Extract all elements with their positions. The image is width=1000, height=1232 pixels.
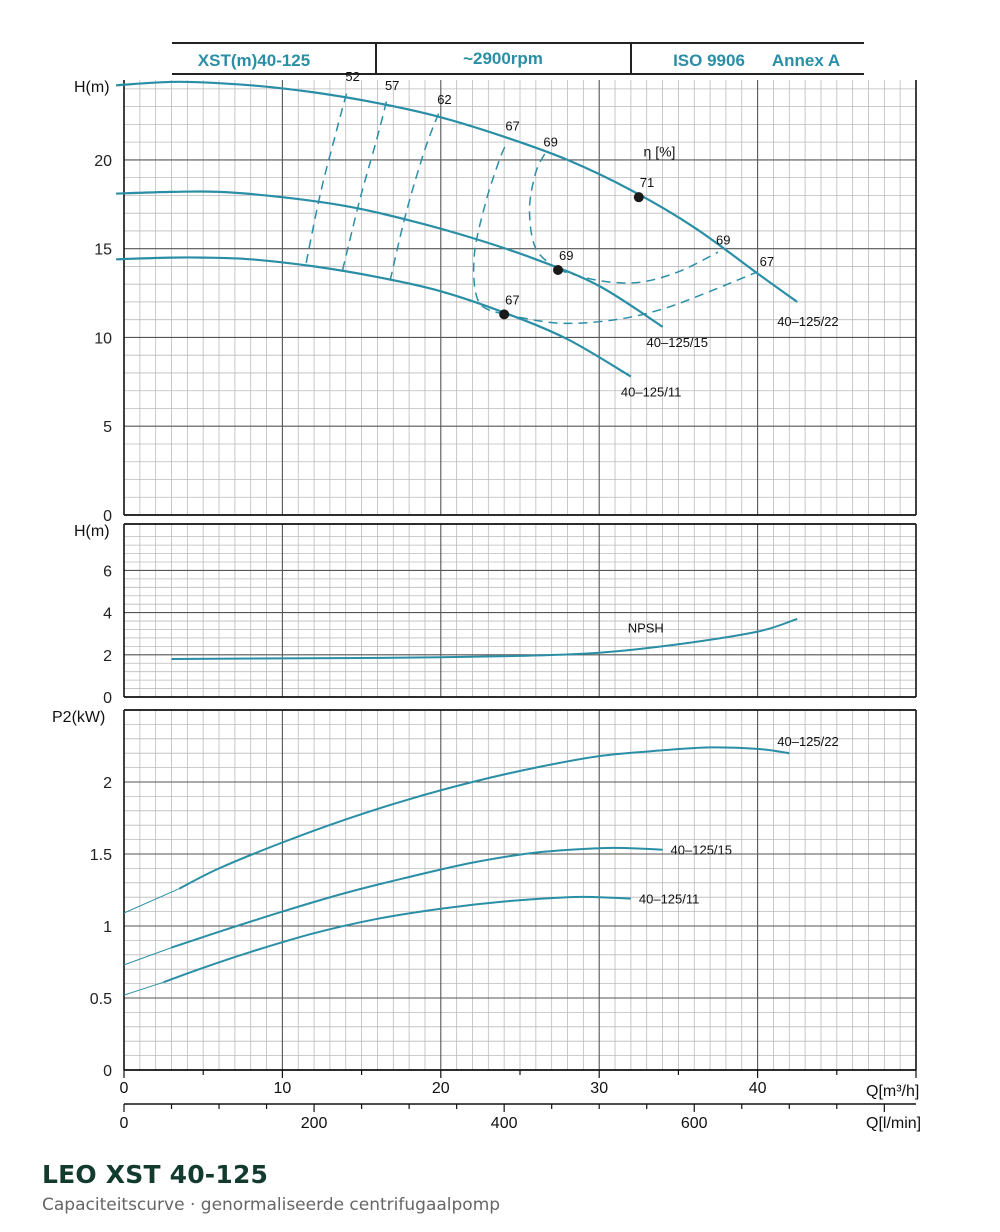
x-tick-label: 20 (432, 1080, 450, 1097)
x-axis-title: Q[m³/h] (866, 1083, 919, 1100)
bep-marker (633, 192, 644, 203)
x-tick-label: 40 (749, 1080, 767, 1097)
y-axis-title: H(m) (74, 79, 110, 96)
header-model: XST(m)40-125 (198, 51, 310, 70)
efficiency-curve-69 (528, 152, 559, 271)
head-curve-40-125-15 (116, 190, 664, 328)
npsh-label: NPSH (628, 621, 664, 636)
power-curve-extension (123, 888, 180, 914)
y-tick-label: 5 (103, 419, 112, 436)
bep-label: 67 (505, 292, 519, 307)
efficiency-curve-57 (341, 99, 388, 271)
series-label: 40–125/15 (671, 843, 732, 858)
lmin-tick-label: 0 (120, 1115, 129, 1132)
y-tick-label: 1 (103, 919, 112, 936)
efficiency-label: 52 (345, 69, 359, 84)
y-tick-label: 6 (103, 563, 112, 580)
y-tick-label: 0.5 (90, 991, 112, 1008)
efficiency-curve-67 (472, 141, 508, 316)
y-tick-label: 10 (94, 330, 112, 347)
power-curve-extension (123, 981, 164, 996)
efficiency-label: 67 (760, 254, 774, 269)
y-tick-label: 0 (103, 690, 112, 707)
power-panel: 0 0.5 1 1.5 2 P2(kW) 40–125/22 40–125/15 40–125/… (52, 709, 917, 1080)
header-annex: Annex A (772, 51, 840, 70)
head-curve-40-125-11 (116, 256, 632, 378)
bep-label: 69 (559, 248, 573, 263)
efficiency-label: 69 (543, 135, 557, 150)
lmin-tick-label: 400 (491, 1115, 518, 1132)
bep-marker (499, 309, 510, 320)
header-speed: ~2900rpm (463, 49, 543, 68)
header-table: XST(m)40-125 ~2900rpm ISO 9906 Annex A (172, 42, 864, 75)
y-tick-label: 0 (103, 508, 112, 525)
efficiency-curve-62 (389, 111, 440, 281)
efficiency-curve-69 (557, 251, 719, 284)
y-tick-label: 20 (94, 153, 112, 170)
power-curve-40-125-15 (171, 846, 663, 949)
header-standard: ISO 9906 (673, 51, 745, 70)
head-panel: 0 5 10 15 20 H(m) 40–125/22 40–125/15 40–125/11 5… (74, 69, 917, 525)
x-axis-group: 0 10 20 30 40 Q[m³/h] 0 200 400 600 Q[l/min] (120, 1070, 921, 1132)
npsh-panel: 0 2 4 6 H(m) NPSH (74, 523, 917, 707)
y-tick-label: 15 (94, 242, 112, 259)
eta-label: η [%] (644, 143, 676, 159)
power-curve-40-125-22 (178, 746, 790, 890)
series-label: 40–125/22 (777, 734, 838, 749)
efficiency-label: 62 (437, 92, 451, 107)
y-tick-label: 2 (103, 648, 112, 665)
y-axis-title: P2(kW) (52, 709, 105, 726)
efficiency-label: 69 (716, 232, 730, 247)
bep-label: 71 (640, 175, 654, 190)
footer-title: LEO XST 40-125 (42, 1160, 269, 1189)
series-label: 40–125/15 (647, 335, 708, 350)
x-tick-label: 10 (274, 1080, 292, 1097)
lmin-tick-label: 600 (681, 1115, 708, 1132)
npsh-curve (171, 617, 798, 660)
efficiency-label: 67 (505, 119, 519, 134)
y-tick-label: 2 (103, 775, 112, 792)
series-label: 40–125/11 (639, 892, 700, 907)
x-tick-label: 0 (120, 1080, 129, 1097)
series-label: 40–125/11 (621, 385, 682, 400)
efficiency-curve-52 (305, 90, 349, 264)
footer: LEO XST 40-125 Capaciteitscurve · genorm… (42, 1160, 942, 1215)
efficiency-label: 57 (385, 78, 399, 93)
power-curve-extension (123, 947, 172, 966)
bep-marker (553, 264, 564, 275)
x-tick-label: 30 (590, 1080, 608, 1097)
head-curve-40-125-22 (116, 80, 798, 303)
footer-subtitle: Capaciteitscurve · genormaliseerde centr… (42, 1195, 501, 1215)
series-label: 40–125/22 (777, 314, 838, 329)
lmin-axis-title: Q[l/min] (866, 1115, 921, 1132)
y-axis-title: H(m) (74, 523, 110, 540)
y-tick-label: 0 (103, 1063, 112, 1080)
y-tick-label: 1.5 (90, 847, 112, 864)
y-tick-label: 4 (103, 606, 112, 623)
pump-performance-chart: XST(m)40-125 ~2900rpm ISO 9906 Annex A 0… (52, 42, 921, 1132)
efficiency-curve-67 (504, 271, 758, 325)
lmin-tick-label: 200 (301, 1115, 328, 1132)
power-curve-40-125-11 (163, 895, 631, 984)
